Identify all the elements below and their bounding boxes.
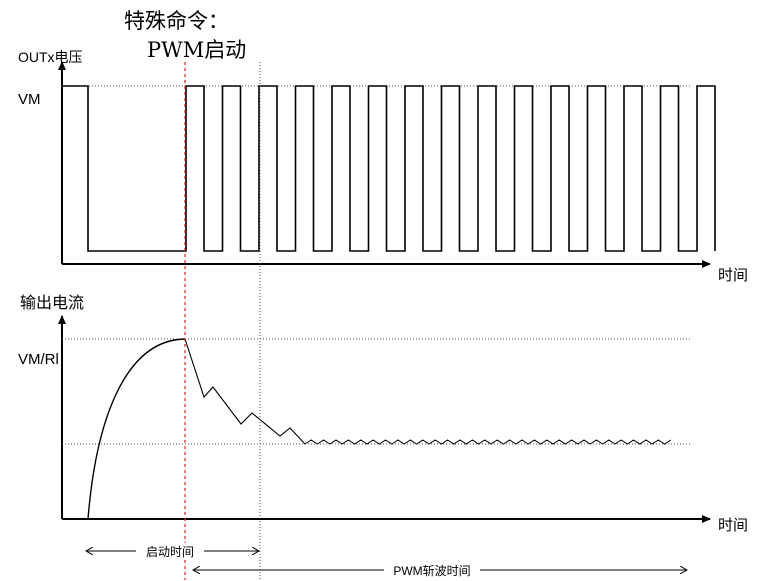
pwm-interval-label: PWM斩波时间 bbox=[393, 564, 470, 578]
bottom-level-label: VM/Rl bbox=[18, 351, 59, 368]
bottom-x-axis-label: 时间 bbox=[718, 516, 748, 534]
current-rise-curve bbox=[87, 338, 186, 520]
voltage-waveform bbox=[62, 85, 716, 252]
annotation-line2: PWM启动 bbox=[147, 38, 246, 62]
bottom-y-axis-label: 输出电流 bbox=[20, 293, 84, 312]
current-ripple bbox=[304, 439, 672, 445]
startup-interval-label: 启动时间 bbox=[146, 545, 194, 559]
annotation-line1: 特殊命令： bbox=[124, 9, 229, 33]
current-decay-sawtooth bbox=[184, 338, 306, 445]
top-x-axis-label: 时间 bbox=[718, 266, 748, 284]
top-y-axis-label: OUTx电压 bbox=[18, 49, 83, 65]
top-level-label: VM bbox=[18, 91, 41, 108]
